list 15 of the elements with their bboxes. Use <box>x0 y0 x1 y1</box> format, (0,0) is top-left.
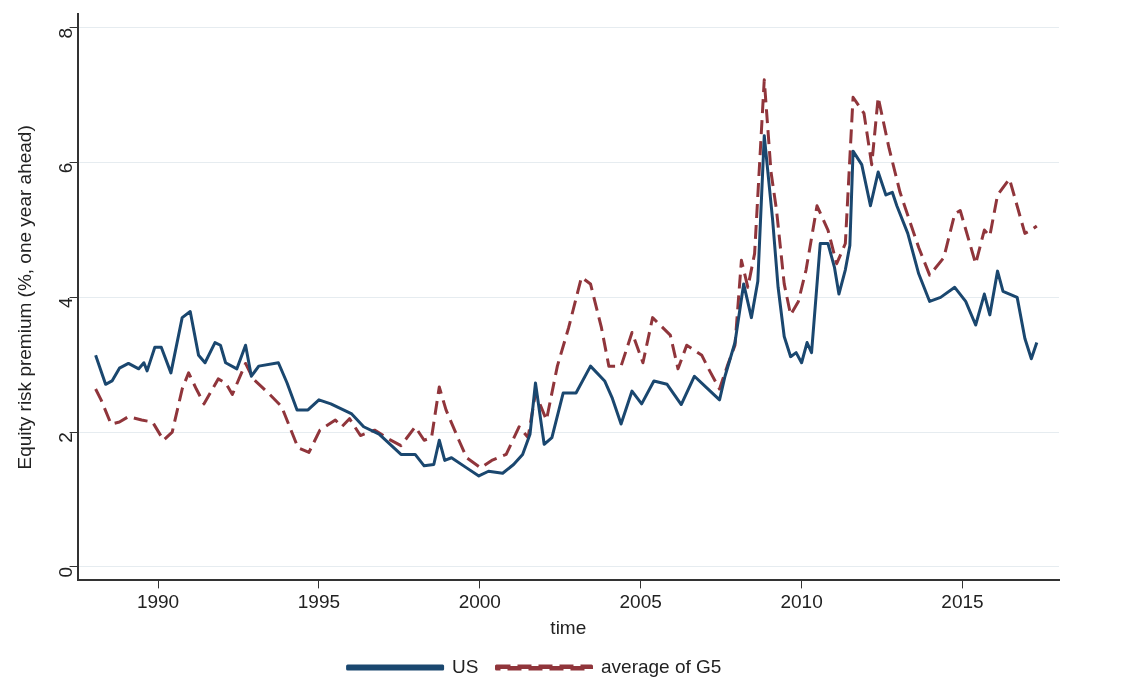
y-axis-title: Equity risk premium (%, one year ahead) <box>13 125 35 470</box>
y-tick-label: 8 <box>54 27 76 39</box>
x-tick-label: 2005 <box>619 591 662 613</box>
y-tick-label: 6 <box>54 162 76 174</box>
x-tick-label: 1990 <box>136 591 180 613</box>
y-tick-label: 2 <box>54 432 76 443</box>
y-tick-label: 0 <box>54 566 76 578</box>
x-tick-label: 2000 <box>458 591 501 613</box>
x-tick-label: 2010 <box>780 591 823 613</box>
legend-label: average of G5 <box>600 655 722 677</box>
x-tick-label: 2015 <box>941 591 984 613</box>
legend-label: US <box>452 655 479 677</box>
x-axis-title: time <box>550 616 587 638</box>
x-tick-label: 1995 <box>297 591 341 613</box>
y-tick-label: 4 <box>54 296 76 308</box>
